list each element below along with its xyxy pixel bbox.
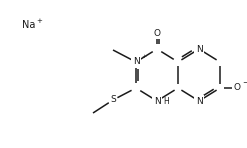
- Text: −: −: [242, 80, 247, 86]
- Text: O: O: [233, 83, 241, 92]
- Text: +: +: [36, 18, 42, 24]
- Text: Na: Na: [22, 20, 35, 30]
- Text: O: O: [153, 29, 161, 37]
- Text: +: +: [141, 54, 146, 59]
- Text: N: N: [133, 58, 139, 66]
- Text: H: H: [163, 98, 169, 107]
- Text: N: N: [154, 96, 160, 106]
- Text: S: S: [110, 95, 116, 104]
- Text: N: N: [196, 45, 202, 53]
- Text: N: N: [196, 96, 202, 106]
